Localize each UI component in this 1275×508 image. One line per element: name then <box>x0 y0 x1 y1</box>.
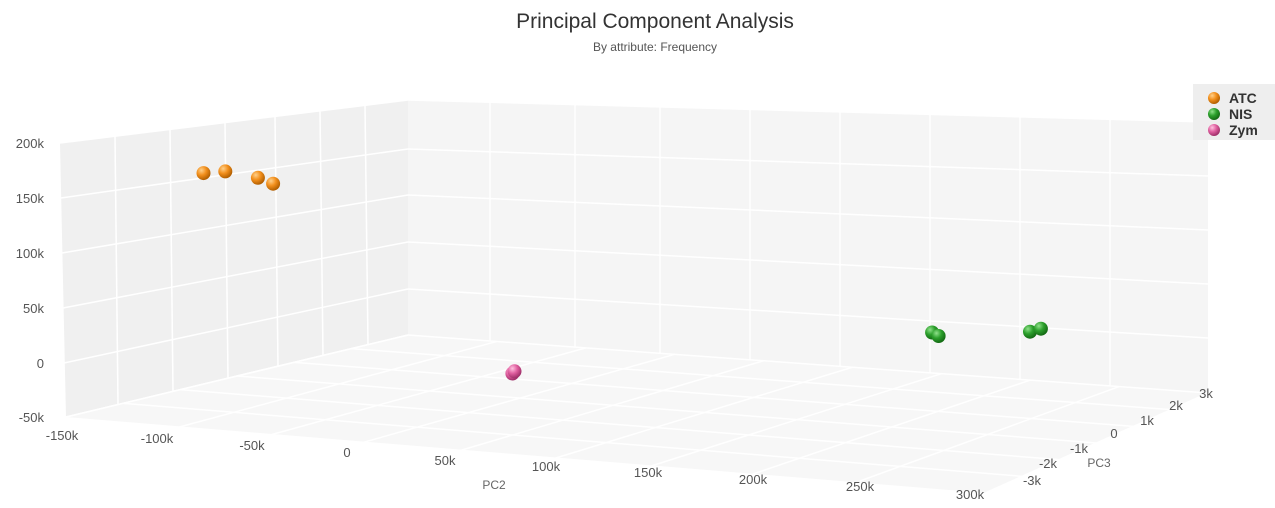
floor-gridline <box>444 360 764 456</box>
left-wall-gridline <box>63 288 409 364</box>
y-axis-ticks: -3k -2k -1k 0 1k 2k 3k <box>1023 386 1213 488</box>
legend-label: ATC <box>1229 90 1257 106</box>
z-tick: 150k <box>16 191 45 206</box>
y-tick: 1k <box>1140 413 1154 428</box>
floor-gridline <box>179 388 1060 461</box>
legend-item-atc[interactable]: ATC <box>1208 90 1257 106</box>
floor-gridline <box>346 353 675 448</box>
legend-label: Zym <box>1229 122 1258 138</box>
back-wall-gridline <box>407 148 1209 177</box>
x-axis-ticks: -150k -100k -50k 0 50k 100k 150k 200k 25… <box>46 428 985 502</box>
back-wall-gridline <box>407 241 1209 285</box>
y-tick: 2k <box>1169 398 1183 413</box>
legend-marker-icon <box>1208 92 1220 104</box>
x-tick: -100k <box>141 431 174 446</box>
z-axis-ticks: 200k 150k 100k 50k 0 -50k <box>16 136 45 425</box>
y-tick: 3k <box>1199 386 1213 401</box>
back-wall <box>408 100 1208 393</box>
left-wall-gridline <box>169 129 174 392</box>
floor-gridline <box>251 347 586 441</box>
z-tick: 50k <box>23 301 44 316</box>
y-tick: 0 <box>1110 426 1117 441</box>
left-wall-gridline <box>59 99 409 144</box>
data-point-atc[interactable] <box>266 176 281 191</box>
z-tick: 200k <box>16 136 45 151</box>
legend-label: NIS <box>1229 106 1252 122</box>
legend-item-zym[interactable]: Zym <box>1208 122 1258 138</box>
data-point-atc[interactable] <box>250 170 265 185</box>
data-point-nis[interactable] <box>931 329 946 343</box>
data-point-zym[interactable] <box>507 364 522 379</box>
legend-box <box>1193 84 1275 140</box>
x-tick: -50k <box>239 438 265 453</box>
x-tick: 250k <box>846 479 875 494</box>
left-wall-gridline <box>60 148 409 199</box>
floor-gridline <box>122 402 1023 478</box>
legend-item-nis[interactable]: NIS <box>1208 106 1252 122</box>
grid-lines <box>59 99 1209 494</box>
x-tick: 0 <box>343 445 350 460</box>
back-wall-gridline <box>407 288 1209 339</box>
floor-gridline <box>236 375 1097 444</box>
x-tick: 300k <box>956 487 985 502</box>
y-tick: -1k <box>1070 441 1089 456</box>
x-tick: 50k <box>435 453 456 468</box>
back-wall-gridline <box>407 99 1209 123</box>
left-wall-gridline <box>61 194 409 254</box>
data-point-atc[interactable] <box>196 166 211 181</box>
left-wall-gridline <box>62 241 409 309</box>
left-wall-gridline <box>319 110 324 356</box>
left-wall-gridline <box>114 136 119 405</box>
data-points <box>196 164 1048 381</box>
data-point-nis[interactable] <box>1033 321 1048 336</box>
back-wall-gridline <box>407 194 1209 231</box>
floor-gridline <box>156 340 498 434</box>
floor-gridline <box>350 347 1171 411</box>
legend-marker-icon <box>1208 108 1220 120</box>
data-point-nis[interactable] <box>1023 324 1037 339</box>
back-wall-gridline <box>407 334 1209 394</box>
chart-title: Principal Component Analysis <box>516 10 794 33</box>
chart-subtitle: By attribute: Frequency <box>593 40 717 54</box>
x-axis-label: PC2 <box>482 478 506 492</box>
floor-panel <box>66 335 1208 493</box>
legend-marker-icon <box>1208 124 1220 136</box>
legend: ATC NIS Zym <box>1193 84 1275 140</box>
data-point-atc[interactable] <box>218 164 233 179</box>
left-wall-gridline <box>274 116 279 367</box>
y-tick: -2k <box>1039 456 1058 471</box>
z-tick: -50k <box>19 410 45 425</box>
z-tick: 100k <box>16 246 45 261</box>
floor-gridline <box>293 361 1134 428</box>
y-tick: -3k <box>1023 473 1042 488</box>
x-tick: -150k <box>46 428 79 443</box>
x-tick: 150k <box>634 465 663 480</box>
x-tick: 200k <box>739 472 768 487</box>
y-axis-label: PC3 <box>1087 456 1111 470</box>
z-tick: 0 <box>37 356 44 371</box>
left-wall-gridline <box>364 105 369 346</box>
x-tick: 100k <box>532 459 561 474</box>
